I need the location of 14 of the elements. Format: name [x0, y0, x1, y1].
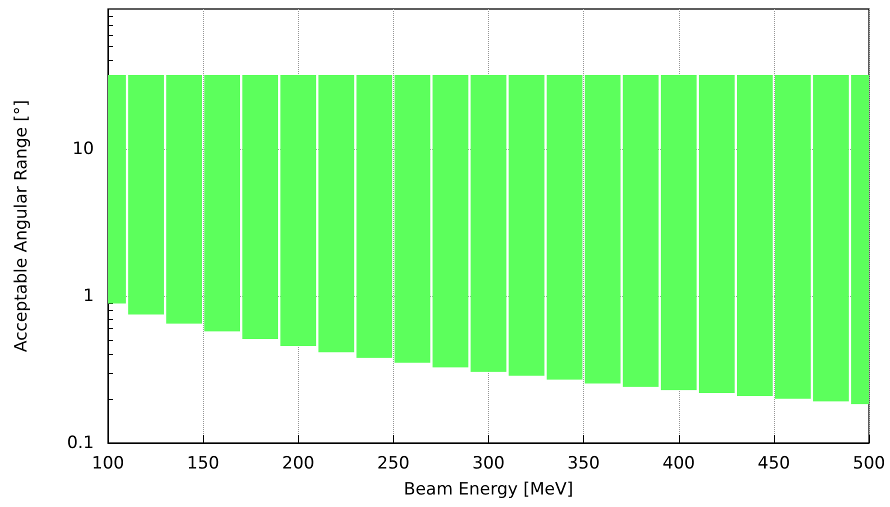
- x-tick-label: 400: [662, 454, 695, 474]
- x-tick-label: 300: [472, 454, 505, 474]
- y-tick-label: 1: [83, 286, 94, 306]
- x-tick-label: 150: [186, 454, 220, 474]
- y-axis-title: Acceptable Angular Range [°]: [12, 100, 32, 352]
- x-tick-label: 100: [92, 454, 124, 474]
- x-tick-label: 200: [282, 454, 314, 474]
- x-axis-title: Beam Energy [MeV]: [404, 480, 574, 500]
- x-tick-label: 500: [852, 454, 886, 474]
- y-tick-label: 10: [72, 139, 94, 160]
- x-tick-label: 450: [758, 454, 790, 474]
- y-tick-label: 0.1: [66, 433, 94, 453]
- x-tick-label: 350: [567, 454, 600, 474]
- x-tick-label: 250: [377, 454, 410, 474]
